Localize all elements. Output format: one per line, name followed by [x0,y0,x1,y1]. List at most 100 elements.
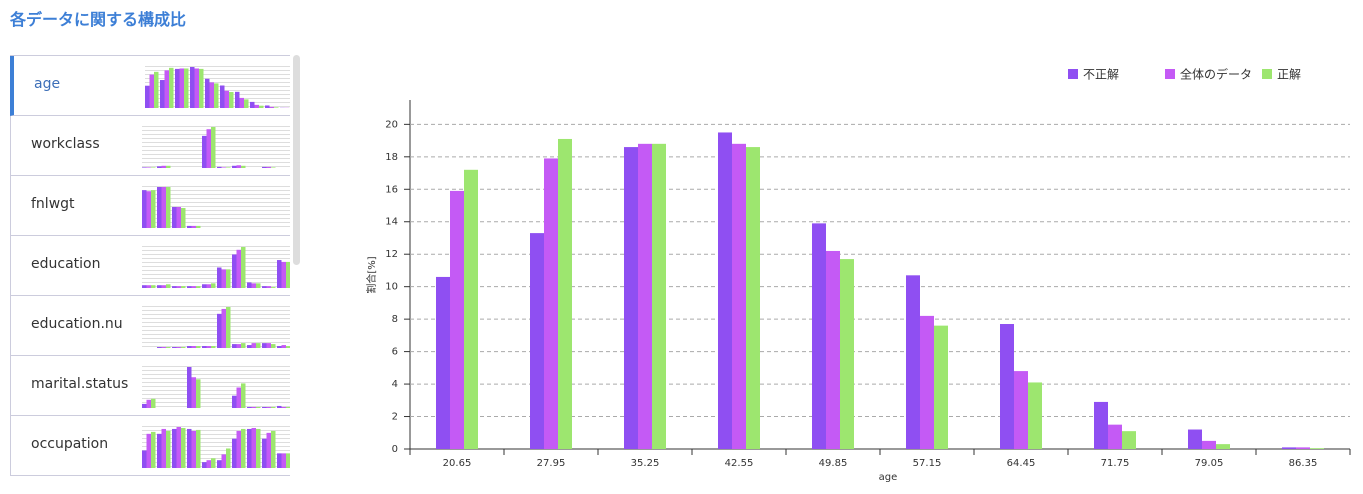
sidebar-item[interactable]: education [10,236,290,296]
thumbnail-bar [205,79,210,108]
bar [652,144,666,449]
thumbnail-bar [177,427,182,468]
thumbnail-bar [157,434,162,468]
thumbnail-bar [282,453,287,468]
thumbnail-bar [147,285,152,288]
thumbnail-bar [237,388,242,409]
thumbnail-bar [256,283,261,288]
bar [530,233,544,449]
thumbnail-bar [172,286,177,288]
thumbnail-bar [196,346,201,348]
thumbnail-bar [180,68,185,108]
thumbnail-bar [274,107,279,108]
y-axis-label: 割合[%] [365,256,378,293]
thumbnail-bar [232,166,237,168]
x-tick-label: 86.35 [1289,458,1318,469]
thumbnail-bar [142,190,147,228]
thumbnail-bar [162,285,167,288]
item-label: education.nu [31,316,129,332]
item-label: age [34,76,132,92]
thumbnail-bar [222,167,227,168]
x-tick-label: 79.05 [1195,458,1224,469]
thumbnail-bar [172,347,177,348]
thumbnail-bar [210,82,215,108]
legend-swatch [1165,69,1175,79]
thumbnail-bar [267,167,272,168]
scrollbar[interactable] [293,55,300,265]
thumbnail-bar [157,166,162,168]
thumbnail-bar [154,72,159,108]
thumbnail-bar [142,285,147,288]
thumbnail-bar [282,262,287,288]
thumbnail-bar [217,460,222,468]
thumbnail-bar [142,167,147,168]
bar [906,275,920,449]
thumbnail-bar [222,309,227,348]
sidebar-item[interactable]: workclass [10,116,290,176]
thumbnail-bar [157,347,162,348]
thumbnail-bar [235,92,240,108]
thumbnail-bar [192,346,197,348]
thumbnail-bar [177,207,182,228]
thumbnail-bar [177,347,182,348]
bar [544,158,558,449]
thumbnail-bar [241,166,246,168]
thumbnail [142,423,290,468]
thumbnail-bar [241,383,246,408]
thumbnail-bar [157,187,162,228]
thumbnail-bar [166,431,171,468]
y-tick-label: 8 [392,314,398,325]
thumbnail-bar [166,347,171,348]
thumbnail-bar [237,250,242,288]
bar [1282,447,1296,449]
y-tick-label: 12 [385,249,398,260]
thumbnail [142,123,290,168]
bar [1216,444,1230,449]
thumbnail-bar [187,286,192,288]
thumbnail-bar [222,269,227,288]
thumbnail-bar [211,283,216,288]
thumbnail-bar [250,102,255,108]
thumbnail-bar [160,80,165,108]
sidebar-item[interactable]: marital.status [10,356,290,416]
thumbnail-bar [202,346,207,348]
y-tick-label: 6 [392,347,398,358]
sidebar-item[interactable]: occupation [10,416,290,476]
thumbnail-bar [147,191,152,228]
sidebar-item[interactable]: education.nu [10,296,290,356]
thumbnail-bar [241,343,246,348]
bar [1094,402,1108,449]
bar [558,139,572,449]
thumbnail-bar [192,431,197,468]
thumbnail-bar [252,343,257,348]
thumbnail-bar [262,407,267,408]
thumbnail-bar [267,343,272,348]
y-tick-label: 20 [385,119,398,130]
thumbnail-bar [172,207,177,228]
bar [718,132,732,449]
thumbnail-bar [192,286,197,288]
thumbnail-bar [282,345,287,348]
sidebar-item[interactable]: age [10,56,290,116]
thumbnail-bar [142,404,147,408]
thumbnail-bar [271,344,276,348]
bar [920,316,934,449]
thumbnail-bar [255,105,260,108]
thumbnail-bar [147,400,152,408]
x-tick-label: 27.95 [537,458,566,469]
thumbnail-bar [151,285,156,288]
sidebar-item[interactable]: fnlwgt [10,176,290,236]
thumbnail-bar [232,396,237,408]
thumbnail-bar [196,286,201,288]
thumbnail-bar [217,314,222,348]
thumbnail-bar [162,347,167,348]
thumbnail-bar [162,166,167,168]
thumbnail-bar [256,343,261,348]
thumbnail-bar [166,187,171,228]
bar [638,144,652,449]
thumbnail-bar [202,284,207,288]
thumbnail-bar [226,307,231,348]
y-tick-label: 0 [392,444,398,455]
bar [1202,441,1216,449]
